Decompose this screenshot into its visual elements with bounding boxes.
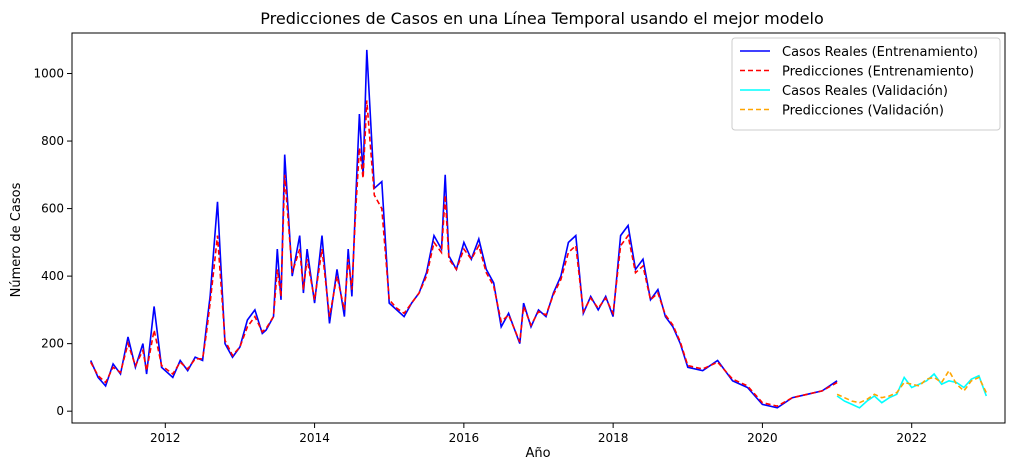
y-tick-label: 1000 (33, 67, 64, 81)
legend-label: Casos Reales (Validación) (782, 84, 948, 99)
legend-label: Predicciones (Entrenamiento) (782, 65, 974, 80)
plot-area (89, 49, 988, 409)
x-tick-label: 2014 (299, 431, 330, 445)
plot-frame (71, 32, 1006, 424)
y-tick-label: 0 (56, 404, 64, 418)
x-tick-label: 2012 (150, 431, 181, 445)
y-tick-label: 600 (41, 202, 64, 216)
legend: Casos Reales (Entrenamiento) Predicciones… (731, 37, 1001, 131)
x-tick-label: 2020 (747, 431, 778, 445)
series-line-3 (836, 372, 988, 409)
x-axis-label: Año (525, 446, 550, 461)
series-line-4 (836, 369, 988, 404)
x-axis: 2012 2014 2016 2018 2020 2022 (150, 423, 927, 445)
y-axis-label: Número de Casos (9, 182, 24, 297)
y-tick-label: 800 (41, 134, 64, 148)
x-tick-label: 2022 (896, 431, 927, 445)
legend-frame (731, 37, 1001, 131)
series-line-2 (89, 100, 838, 407)
y-axis: 0 200 400 600 800 1000 (33, 67, 72, 418)
x-tick-label: 2016 (449, 431, 480, 445)
y-tick-label: 400 (41, 269, 64, 283)
series-line-1 (89, 49, 838, 409)
x-tick-label: 2018 (598, 431, 629, 445)
y-tick-label: 200 (41, 337, 64, 351)
legend-label: Casos Reales (Entrenamiento) (782, 45, 978, 60)
legend-label: Predicciones (Validación) (782, 104, 944, 119)
chart-title: Predicciones de Casos en una Línea Tempo… (260, 9, 823, 28)
